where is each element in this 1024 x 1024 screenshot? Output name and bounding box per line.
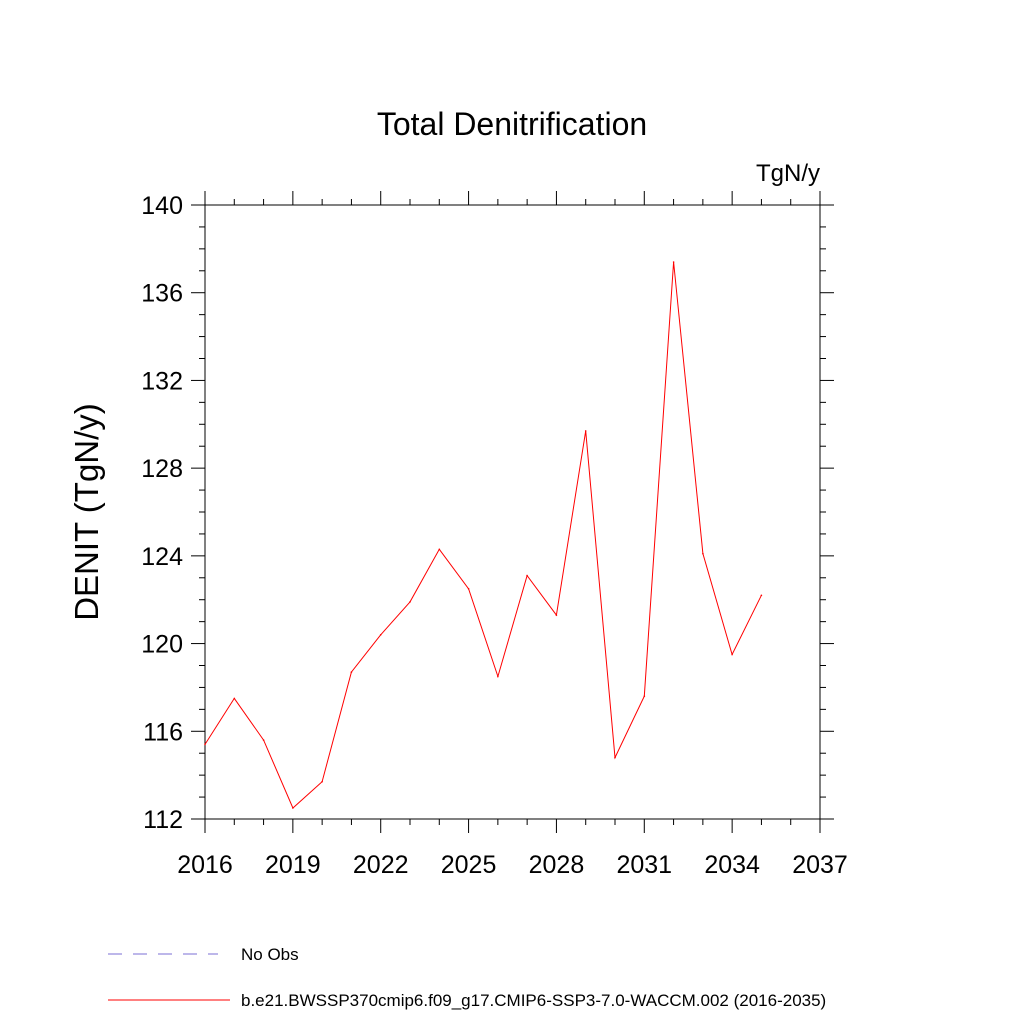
x-tick-label: 2022 — [353, 851, 409, 879]
data-point — [614, 756, 616, 759]
data-point — [497, 675, 499, 678]
data-point — [292, 807, 294, 809]
data-point — [321, 780, 323, 783]
data-point — [760, 594, 763, 597]
legend: No Obs b.e21.BWSSP370cmip6.f09_g17.CMIP6… — [108, 945, 826, 1010]
x-axis: 2016 2019 2022 2025 2028 2031 2034 2037 — [177, 191, 848, 879]
x-tick-label: 2019 — [265, 851, 321, 879]
x-tick-label: 2031 — [616, 851, 672, 879]
units-label: TgN/y — [756, 160, 820, 187]
chart-title: Total Denitrification — [377, 106, 647, 142]
data-point — [672, 261, 675, 263]
data-point — [438, 548, 441, 551]
series-line-0 — [204, 261, 762, 809]
y-axis: 112 116 120 124 128 132 136 140 — [141, 192, 834, 834]
y-axis-title: DENIT (TgN/y) — [68, 403, 105, 621]
y-tick-label: 116 — [143, 718, 183, 746]
plot-frame — [204, 204, 821, 820]
y-tick-label: 112 — [143, 806, 183, 834]
data-point — [555, 614, 558, 616]
data-point — [262, 739, 265, 741]
legend-label-model: b.e21.BWSSP370cmip6.f09_g17.CMIP6-SSP3-7… — [241, 991, 826, 1010]
y-tick-label: 140 — [141, 192, 183, 220]
y-tick-label: 132 — [141, 367, 183, 395]
y-tick-label: 124 — [141, 543, 183, 571]
data-point — [584, 430, 587, 432]
x-tick-label: 2037 — [792, 851, 848, 879]
data-point — [731, 653, 733, 656]
data-point — [379, 634, 382, 636]
x-tick-label: 2028 — [529, 851, 585, 879]
data-point — [526, 574, 528, 577]
data-point — [204, 743, 206, 746]
data-point — [409, 601, 411, 603]
y-tick-label: 128 — [141, 455, 183, 483]
series-layer — [204, 261, 763, 809]
x-tick-label: 2034 — [704, 851, 760, 879]
data-point — [643, 695, 646, 697]
data-point — [702, 552, 704, 555]
data-point — [350, 671, 353, 673]
x-tick-label: 2016 — [177, 851, 233, 879]
data-point — [233, 697, 236, 700]
data-point — [467, 588, 470, 590]
legend-label-no-obs: No Obs — [241, 945, 299, 964]
y-tick-label: 136 — [141, 280, 183, 308]
y-tick-label: 120 — [141, 631, 183, 659]
x-tick-label: 2025 — [441, 851, 497, 879]
